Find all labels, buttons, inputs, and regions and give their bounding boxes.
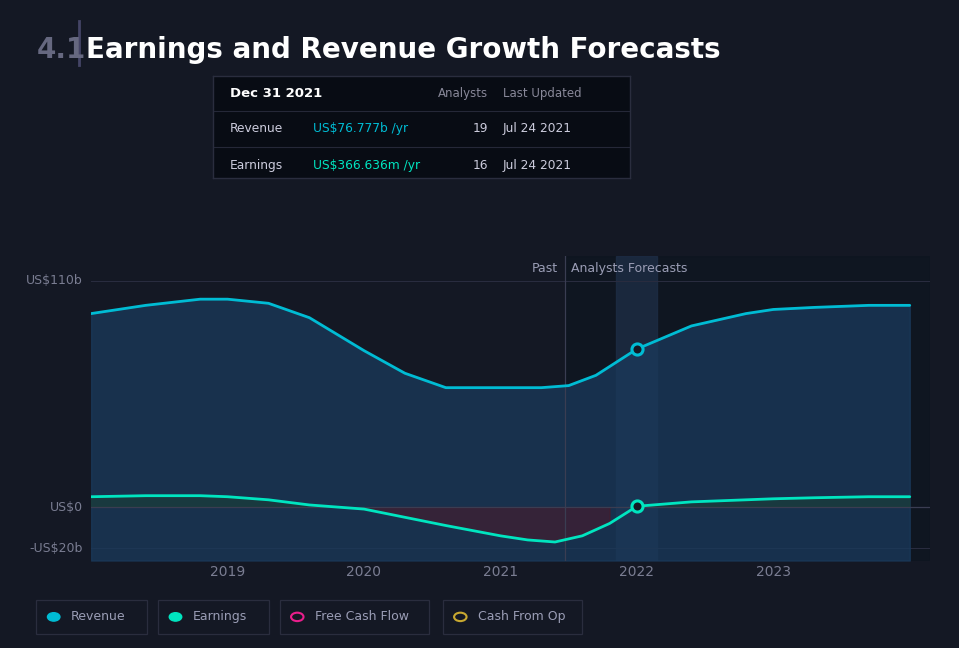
Text: Analysts Forecasts: Analysts Forecasts	[572, 262, 688, 275]
Text: 16: 16	[473, 159, 488, 172]
Text: US$110b: US$110b	[26, 274, 82, 287]
Text: US$76.777b /yr: US$76.777b /yr	[313, 122, 409, 135]
Text: Cash From Op: Cash From Op	[478, 610, 565, 623]
Text: Jul 24 2021: Jul 24 2021	[503, 159, 572, 172]
Text: US$366.636m /yr: US$366.636m /yr	[313, 159, 420, 172]
Text: US$0: US$0	[50, 500, 82, 513]
Text: 19: 19	[473, 122, 488, 135]
Text: Earnings: Earnings	[193, 610, 247, 623]
Bar	[617, 256, 657, 561]
Text: Revenue: Revenue	[71, 610, 126, 623]
Text: Analysts: Analysts	[438, 87, 488, 100]
Text: Earnings: Earnings	[229, 159, 283, 172]
Text: Dec 31 2021: Dec 31 2021	[229, 87, 322, 100]
Text: Jul 24 2021: Jul 24 2021	[503, 122, 572, 135]
Text: Past: Past	[531, 262, 558, 275]
Bar	[565, 256, 930, 561]
Text: -US$20b: -US$20b	[30, 542, 82, 555]
Text: 4.1: 4.1	[36, 36, 85, 64]
Text: Last Updated: Last Updated	[503, 87, 581, 100]
Text: Revenue: Revenue	[229, 122, 283, 135]
Text: Free Cash Flow: Free Cash Flow	[315, 610, 409, 623]
Text: Earnings and Revenue Growth Forecasts: Earnings and Revenue Growth Forecasts	[86, 36, 721, 64]
